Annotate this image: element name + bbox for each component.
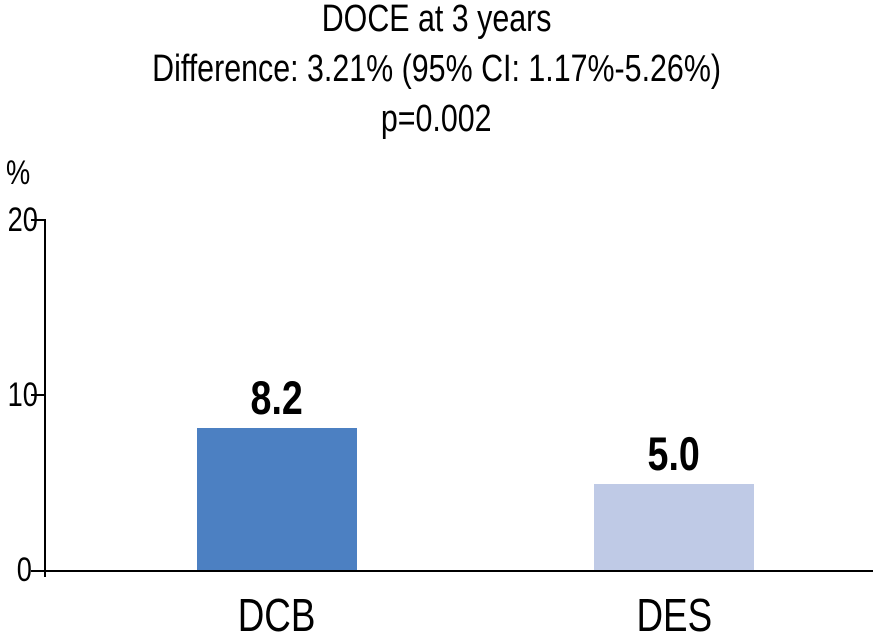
x-axis-line	[31, 570, 873, 572]
y-axis-unit-text: %	[6, 154, 31, 192]
bar-dcb	[197, 428, 357, 572]
y-tick-label-0: 0	[0, 553, 32, 587]
bar-value-des-text: 5.0	[647, 427, 701, 480]
y-axis-unit-label: %	[6, 156, 36, 190]
bar-value-label-des: 5.0	[641, 430, 706, 477]
y-tick-mark-20	[31, 219, 44, 221]
bar-value-dcb-text: 8.2	[250, 371, 304, 424]
chart-p-value: p=0.002	[0, 94, 873, 144]
chart-title-text: DOCE at 3 years	[321, 0, 552, 40]
category-label-des: DES	[594, 592, 754, 638]
y-tick-label-10: 10	[0, 378, 38, 412]
y-tick-label-20: 20	[0, 203, 38, 237]
bar-group-des: 5.0	[594, 430, 754, 572]
title-block: DOCE at 3 years Difference: 3.21% (95% C…	[0, 0, 873, 144]
category-label-des-text: DES	[636, 589, 712, 641]
chart-title: DOCE at 3 years	[0, 0, 873, 44]
y-tick-label-0-text: 0	[16, 551, 32, 589]
bar-des	[594, 484, 754, 572]
y-tick-mark-10	[31, 394, 44, 396]
chart-p-value-text: p=0.002	[381, 98, 492, 140]
bar-group-dcb: 8.2	[197, 374, 357, 572]
category-label-dcb-text: DCB	[238, 589, 316, 641]
category-label-dcb: DCB	[197, 592, 357, 638]
bar-value-label-dcb: 8.2	[244, 374, 309, 421]
chart-subtitle: Difference: 3.21% (95% CI: 1.17%-5.26%)	[0, 44, 873, 94]
y-axis-line	[44, 219, 46, 577]
chart-subtitle-text: Difference: 3.21% (95% CI: 1.17%-5.26%)	[152, 48, 721, 90]
